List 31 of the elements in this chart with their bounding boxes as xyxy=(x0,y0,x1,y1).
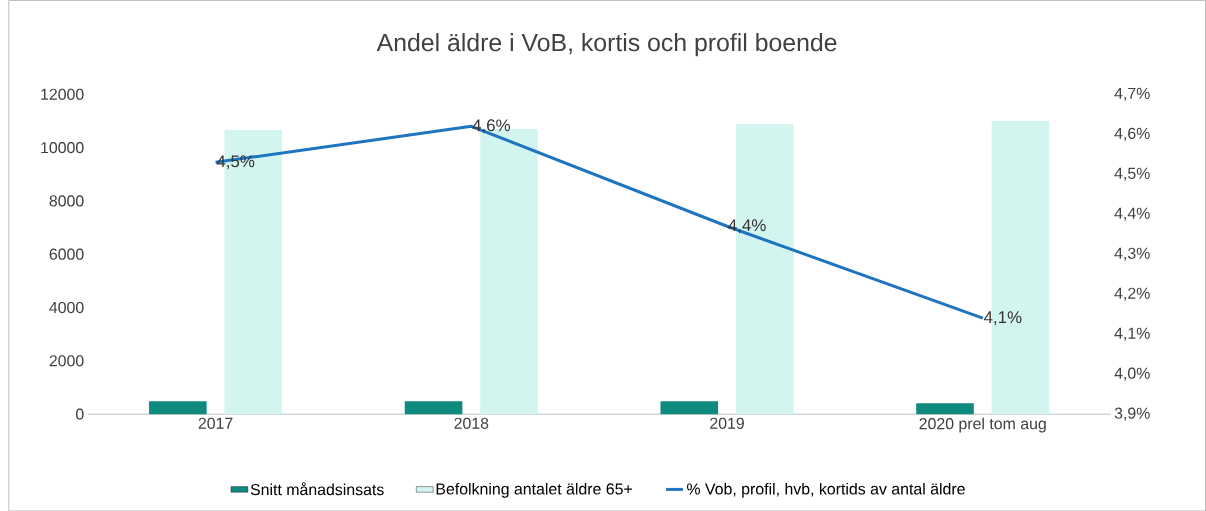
y2-tick-label: 4,5% xyxy=(1114,167,1150,181)
y-tick-label: 0 xyxy=(76,408,84,420)
bar xyxy=(404,401,463,414)
bar xyxy=(660,401,719,414)
y-tick-label: 2000 xyxy=(49,354,84,367)
x-tick-label: 2019 xyxy=(710,417,744,429)
data-label: 4,6% xyxy=(472,119,510,134)
y-tick-label: 12000 xyxy=(41,88,84,100)
y-tick-label: 6000 xyxy=(49,248,84,260)
x-tick-label: 2020 prel tom aug xyxy=(919,417,1046,433)
data-label: 4,1% xyxy=(983,311,1022,325)
bar xyxy=(149,401,207,414)
legend-label: Snitt månadsinsats xyxy=(250,482,384,495)
legend-label: % Vob, profil, hvb, kortids av antal äldre xyxy=(687,482,965,498)
y2-tick-label: 3,9% xyxy=(1114,407,1150,421)
y2-tick-label: 4,0% xyxy=(1114,367,1150,381)
bar xyxy=(916,402,974,414)
y2-tick-label: 4,7% xyxy=(1114,87,1150,101)
x-tick-label: 2017 xyxy=(198,417,233,429)
y2-tick-label: 4,4% xyxy=(1114,207,1150,221)
chart-title: Andel äldre i VoB, kortis och profil boende xyxy=(376,32,837,57)
x-tick-label: 2018 xyxy=(454,417,489,429)
y-tick-label: 10000 xyxy=(41,141,84,154)
y-tick-label: 8000 xyxy=(49,195,84,207)
data-label: 4,4% xyxy=(728,219,766,233)
y-tick-label: 4000 xyxy=(49,301,84,313)
y2-tick-label: 4,1% xyxy=(1114,327,1150,341)
y2-tick-label: 4,6% xyxy=(1114,127,1150,141)
y2-tick-label: 4,2% xyxy=(1114,287,1150,301)
y2-tick-label: 4,3% xyxy=(1114,247,1150,261)
legend-label: Befolkning antalet äldre 65+ xyxy=(436,482,632,498)
